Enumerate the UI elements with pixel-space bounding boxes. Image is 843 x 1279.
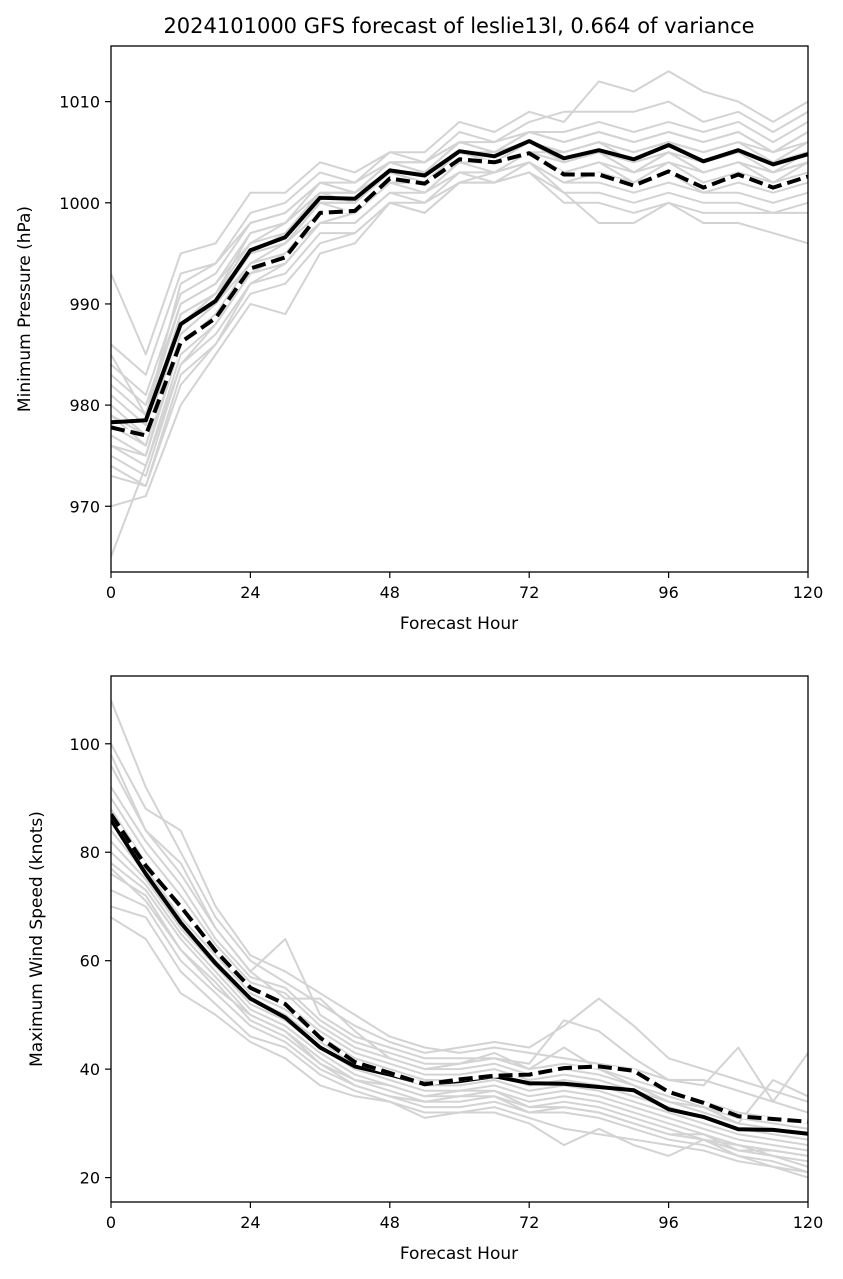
wind-reconstruction-line [111,813,808,1124]
pressure-reconstruction-line [111,151,808,438]
wind-member-line-15 [111,916,808,1174]
wind-x-tick-label: 72 [519,1213,539,1232]
pressure-x-ticks: 0 24 48 72 96 120 [106,572,823,602]
pressure-y-tick-label: 1010 [59,93,100,112]
pressure-x-tick-label: 72 [519,583,539,602]
wind-y-tick-label: 60 [80,952,100,971]
wind-y-tick-label: 20 [80,1169,100,1188]
pressure-x-tick-label: 0 [106,583,116,602]
pressure-x-tick-label: 96 [658,583,678,602]
wind-x-axis-label: Forecast Hour [400,1244,518,1264]
wind-x-tick-label: 24 [240,1213,260,1232]
wind-member-line-13 [111,889,808,1174]
wind-member-line-10 [111,851,808,1157]
pressure-main-lines [111,139,808,438]
pressure-y-axis-label: Minimum Pressure (hPa) [15,206,35,412]
pressure-x-tick-label: 120 [793,583,824,602]
wind-x-tick-label: 0 [106,1213,116,1232]
pressure-member-line-1 [111,70,808,356]
figure-title: 2024101000 GFS forecast of leslie13l, 0.… [163,14,754,38]
pressure-y-tick-label: 970 [69,497,100,516]
wind-y-ticks: 20 40 60 80 100 [69,735,111,1188]
pressure-member-line-17 [111,131,808,417]
pressure-x-tick-label: 24 [240,583,260,602]
wind-member-line-12 [111,873,808,1168]
wind-member-line-5 [111,797,808,1130]
pressure-plot-frame [110,45,809,573]
wind-y-tick-label: 100 [69,735,100,754]
wind-chart: 0 24 48 72 96 120 20 40 60 80 100 Forecast Hour M… [27,675,823,1264]
wind-x-tick-label: 120 [793,1213,824,1232]
wind-main-lines [111,813,808,1136]
pressure-chart: 0 24 48 72 96 120 970 980 990 1000 1010 Forecast … [15,45,823,634]
pressure-member-line-2 [111,100,808,376]
wind-member-line-17 [111,867,808,1157]
wind-plot-frame [110,675,809,1203]
pressure-member-line-12 [111,161,808,477]
wind-y-tick-label: 80 [80,843,100,862]
pressure-y-tick-label: 980 [69,396,100,415]
wind-x-ticks: 0 24 48 72 96 120 [106,1202,823,1232]
pressure-x-tick-label: 48 [380,583,400,602]
wind-member-line-2 [111,743,808,1114]
wind-member-line-1 [111,700,808,1103]
pressure-y-ticks: 970 980 990 1000 1010 [59,93,111,516]
pressure-y-tick-label: 990 [69,295,100,314]
wind-x-tick-label: 48 [380,1213,400,1232]
wind-x-tick-label: 96 [658,1213,678,1232]
pressure-y-tick-label: 1000 [59,194,100,213]
pressure-x-axis-label: Forecast Hour [400,614,518,634]
wind-y-tick-label: 40 [80,1060,100,1079]
pressure-mean-line [111,139,808,425]
wind-member-line-16 [111,754,808,1125]
pressure-member-line-15 [111,161,808,508]
wind-y-axis-label: Maximum Wind Speed (knots) [27,811,47,1067]
